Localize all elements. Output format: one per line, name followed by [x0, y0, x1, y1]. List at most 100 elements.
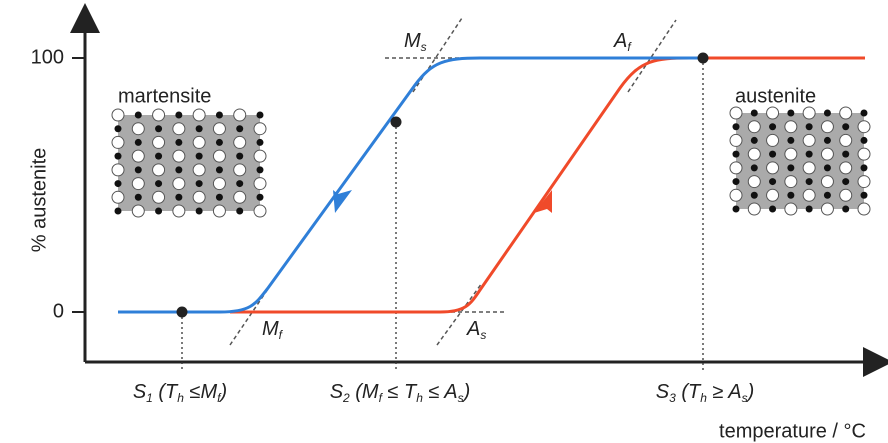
subscript: s [421, 40, 427, 54]
atom [193, 164, 205, 176]
atom [806, 151, 813, 158]
atom [733, 123, 740, 130]
state-point [177, 307, 188, 318]
atom [132, 205, 144, 217]
atom [840, 189, 852, 201]
text-part: (T [153, 381, 179, 403]
atom [803, 162, 815, 174]
atom [821, 176, 833, 188]
atom [769, 123, 776, 130]
atom [254, 123, 266, 135]
atom [842, 151, 849, 158]
atom [257, 166, 264, 173]
text-part: S [656, 381, 670, 403]
atom [112, 191, 124, 203]
atom [748, 121, 760, 133]
atom [785, 121, 797, 133]
atom [155, 125, 162, 132]
atom [733, 151, 740, 158]
atom [787, 164, 794, 171]
text-part: A [466, 318, 480, 340]
atom [254, 178, 266, 190]
atom [153, 109, 165, 121]
atom [155, 153, 162, 160]
atom [858, 148, 870, 160]
phase-label: martensite [118, 85, 211, 107]
atom [806, 178, 813, 185]
state-label: S2 (Mf ≤ Th ≤ As) [330, 381, 471, 405]
atom [824, 110, 831, 117]
atom [257, 194, 264, 201]
atom [115, 153, 122, 160]
atom [861, 110, 868, 117]
diagram: 100 0 % austenite temperature / °C marte… [0, 0, 888, 443]
atom [861, 192, 868, 199]
atom [842, 178, 849, 185]
atom [173, 178, 185, 190]
y-tick-label: 0 [53, 300, 64, 322]
atom [767, 162, 779, 174]
atom [769, 151, 776, 158]
atom [769, 178, 776, 185]
atom [733, 206, 740, 213]
atom [234, 191, 246, 203]
atom [216, 166, 223, 173]
atom [785, 176, 797, 188]
atom [254, 150, 266, 162]
heating-arrow [534, 190, 552, 213]
atom [824, 192, 831, 199]
atom [821, 203, 833, 215]
atom [751, 137, 758, 144]
state-point [391, 117, 402, 128]
atom [748, 176, 760, 188]
atom [153, 164, 165, 176]
subscript: s [480, 328, 486, 342]
martensite-lattice [112, 109, 266, 217]
atom [196, 125, 203, 132]
atom [234, 164, 246, 176]
atom [730, 107, 742, 119]
phase-label: austenite [735, 85, 816, 107]
atom [733, 178, 740, 185]
atom [193, 136, 205, 148]
atom [840, 134, 852, 146]
text-part: S [330, 381, 344, 403]
atom [787, 192, 794, 199]
atom [861, 164, 868, 171]
atom [821, 148, 833, 160]
text-part: A [613, 30, 627, 52]
atom [155, 180, 162, 187]
atom [135, 139, 142, 146]
atom [842, 206, 849, 213]
atom [234, 109, 246, 121]
marker-label: As [466, 318, 486, 342]
atom [132, 150, 144, 162]
atom [257, 112, 264, 119]
atom [858, 176, 870, 188]
atom [213, 123, 225, 135]
atom [112, 109, 124, 121]
cooling-arrow [333, 190, 352, 213]
atom [196, 180, 203, 187]
atom [175, 112, 182, 119]
atom [824, 164, 831, 171]
atom [236, 125, 243, 132]
atom [751, 164, 758, 171]
subscript: 1 [146, 391, 153, 405]
marker-label: Ms [404, 30, 427, 54]
atom [135, 194, 142, 201]
atom [196, 153, 203, 160]
atom [840, 107, 852, 119]
atom [787, 110, 794, 117]
marker-label: Af [613, 30, 632, 54]
atom [806, 123, 813, 130]
state-point [698, 53, 709, 64]
atom [155, 208, 162, 215]
atom [769, 206, 776, 213]
atom [193, 109, 205, 121]
atom [112, 136, 124, 148]
state-label: S3 (Th ≥ As) [656, 381, 755, 405]
atom [748, 148, 760, 160]
atom [821, 121, 833, 133]
